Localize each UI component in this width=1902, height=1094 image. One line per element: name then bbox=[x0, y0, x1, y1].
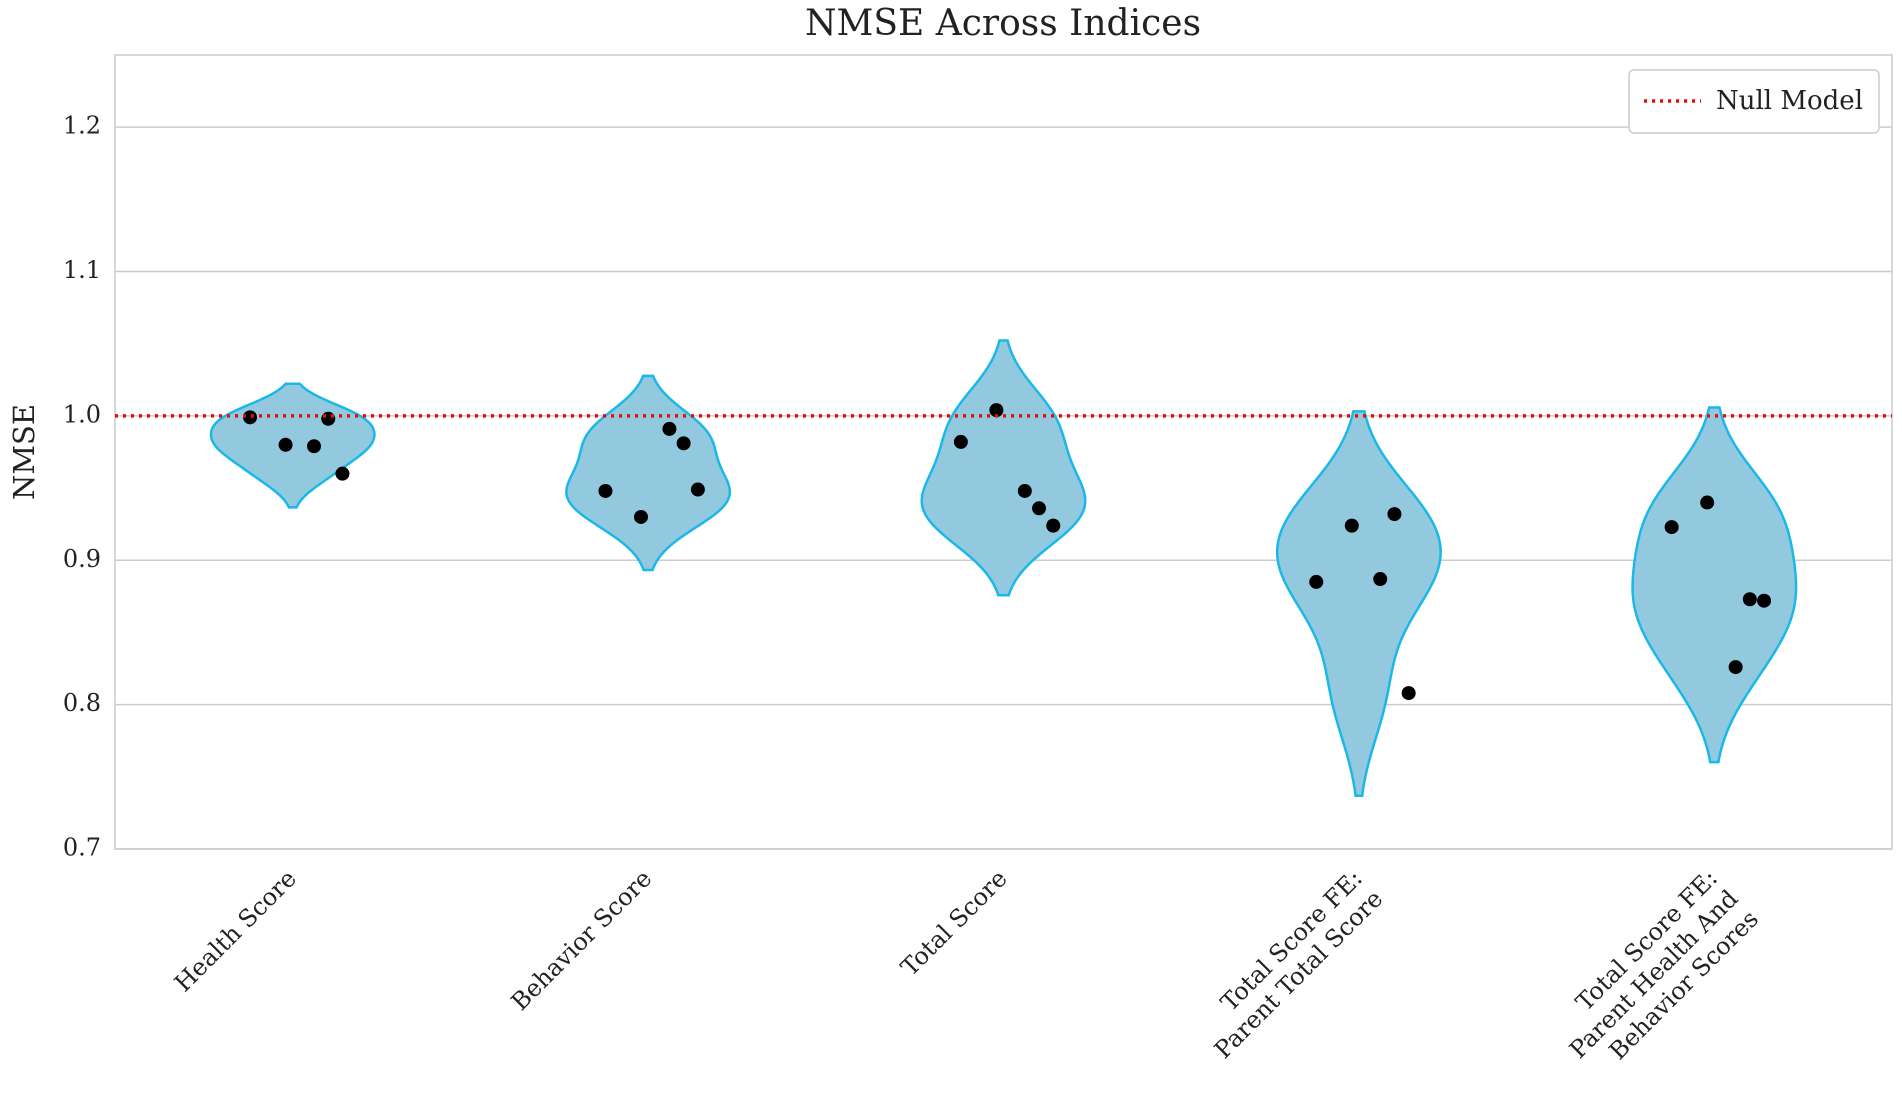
data-point bbox=[1309, 574, 1324, 589]
data-point bbox=[1728, 660, 1743, 675]
y-tick-label: 1.0 bbox=[63, 400, 101, 428]
data-point bbox=[1032, 501, 1047, 516]
data-point bbox=[1017, 483, 1032, 498]
x-tick-label: Health Score bbox=[169, 864, 302, 997]
chart-title: NMSE Across Indices bbox=[805, 3, 1201, 44]
x-tick-label: Total Score bbox=[895, 864, 1012, 981]
data-point bbox=[1757, 593, 1772, 608]
y-tick-label: 1.1 bbox=[63, 256, 101, 284]
data-point bbox=[676, 436, 691, 451]
data-point bbox=[690, 482, 705, 497]
violin bbox=[1631, 406, 1798, 764]
data-point bbox=[1664, 520, 1679, 535]
y-tick-label: 0.7 bbox=[63, 834, 101, 862]
data-point bbox=[1401, 686, 1416, 701]
y-tick-label: 0.8 bbox=[63, 689, 101, 717]
y-axis-label: NMSE bbox=[7, 404, 41, 500]
data-point bbox=[1344, 518, 1359, 533]
data-point bbox=[278, 437, 293, 452]
data-point bbox=[243, 410, 258, 425]
data-point bbox=[953, 434, 968, 449]
data-point bbox=[633, 509, 648, 524]
x-tick-label: Behavior Score bbox=[505, 864, 657, 1016]
violin bbox=[565, 374, 732, 572]
data-point bbox=[335, 466, 350, 481]
violin bbox=[920, 339, 1087, 597]
x-tick-label: Total Score FE:Parent Health AndBehavior… bbox=[1543, 864, 1763, 1084]
y-tick-label: 1.2 bbox=[63, 112, 101, 140]
data-point bbox=[1046, 518, 1061, 533]
legend-box bbox=[1628, 69, 1880, 134]
data-point bbox=[989, 403, 1004, 418]
legend-label: Null Model bbox=[1716, 86, 1863, 116]
data-point bbox=[1387, 507, 1402, 522]
data-point bbox=[321, 411, 336, 426]
violin bbox=[209, 382, 376, 509]
x-tick-label: Total Score FE:Parent Total Score bbox=[1188, 864, 1388, 1064]
data-point bbox=[1373, 572, 1388, 587]
data-point bbox=[1742, 592, 1757, 607]
violin bbox=[1275, 410, 1442, 798]
data-point bbox=[1700, 495, 1715, 510]
data-point bbox=[598, 483, 613, 498]
data-point bbox=[662, 421, 677, 436]
y-tick-label: 0.9 bbox=[63, 545, 101, 573]
data-point bbox=[307, 439, 322, 454]
